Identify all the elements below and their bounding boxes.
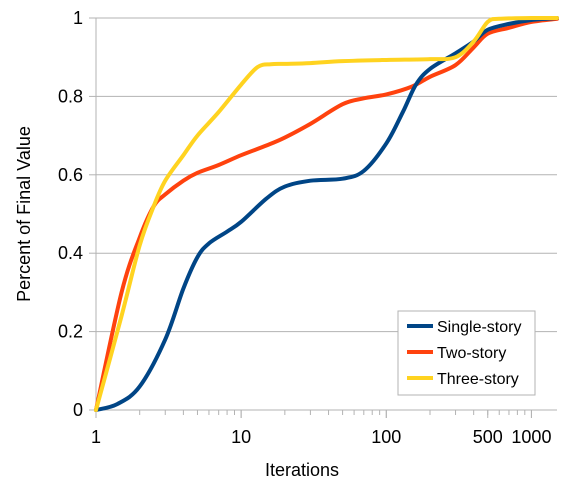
legend-label-single-story: Single-story (437, 319, 521, 336)
x-axis-title: Iterations (265, 460, 339, 480)
y-tick-label: 1 (73, 8, 83, 28)
x-tick-label: 100 (371, 427, 401, 447)
y-tick-label: 0.2 (58, 322, 83, 342)
legend-label-three-story: Three-story (437, 371, 519, 388)
x-tick-label: 1 (91, 427, 101, 447)
tick-labels: 0 0.2 0.4 0.6 0.8 1 1 10 100 500 1000 (58, 8, 551, 447)
y-tick-label: 0.4 (58, 243, 83, 263)
grid-lines (96, 17, 557, 333)
y-tick-label: 0.8 (58, 86, 83, 106)
x-tick-label: 500 (473, 427, 503, 447)
axes (89, 17, 557, 418)
y-axis-title: Percent of Final Value (14, 126, 34, 302)
x-tick-label: 1000 (511, 427, 551, 447)
series-lines (94, 15, 559, 412)
legend: Single-story Two-story Three-story (397, 310, 536, 396)
x-tick-label: 10 (231, 427, 251, 447)
legend-label-two-story: Two-story (437, 345, 506, 362)
y-tick-label: 0.6 (58, 165, 83, 185)
y-tick-label: 0 (73, 400, 83, 420)
series-line-three-story (94, 15, 559, 412)
